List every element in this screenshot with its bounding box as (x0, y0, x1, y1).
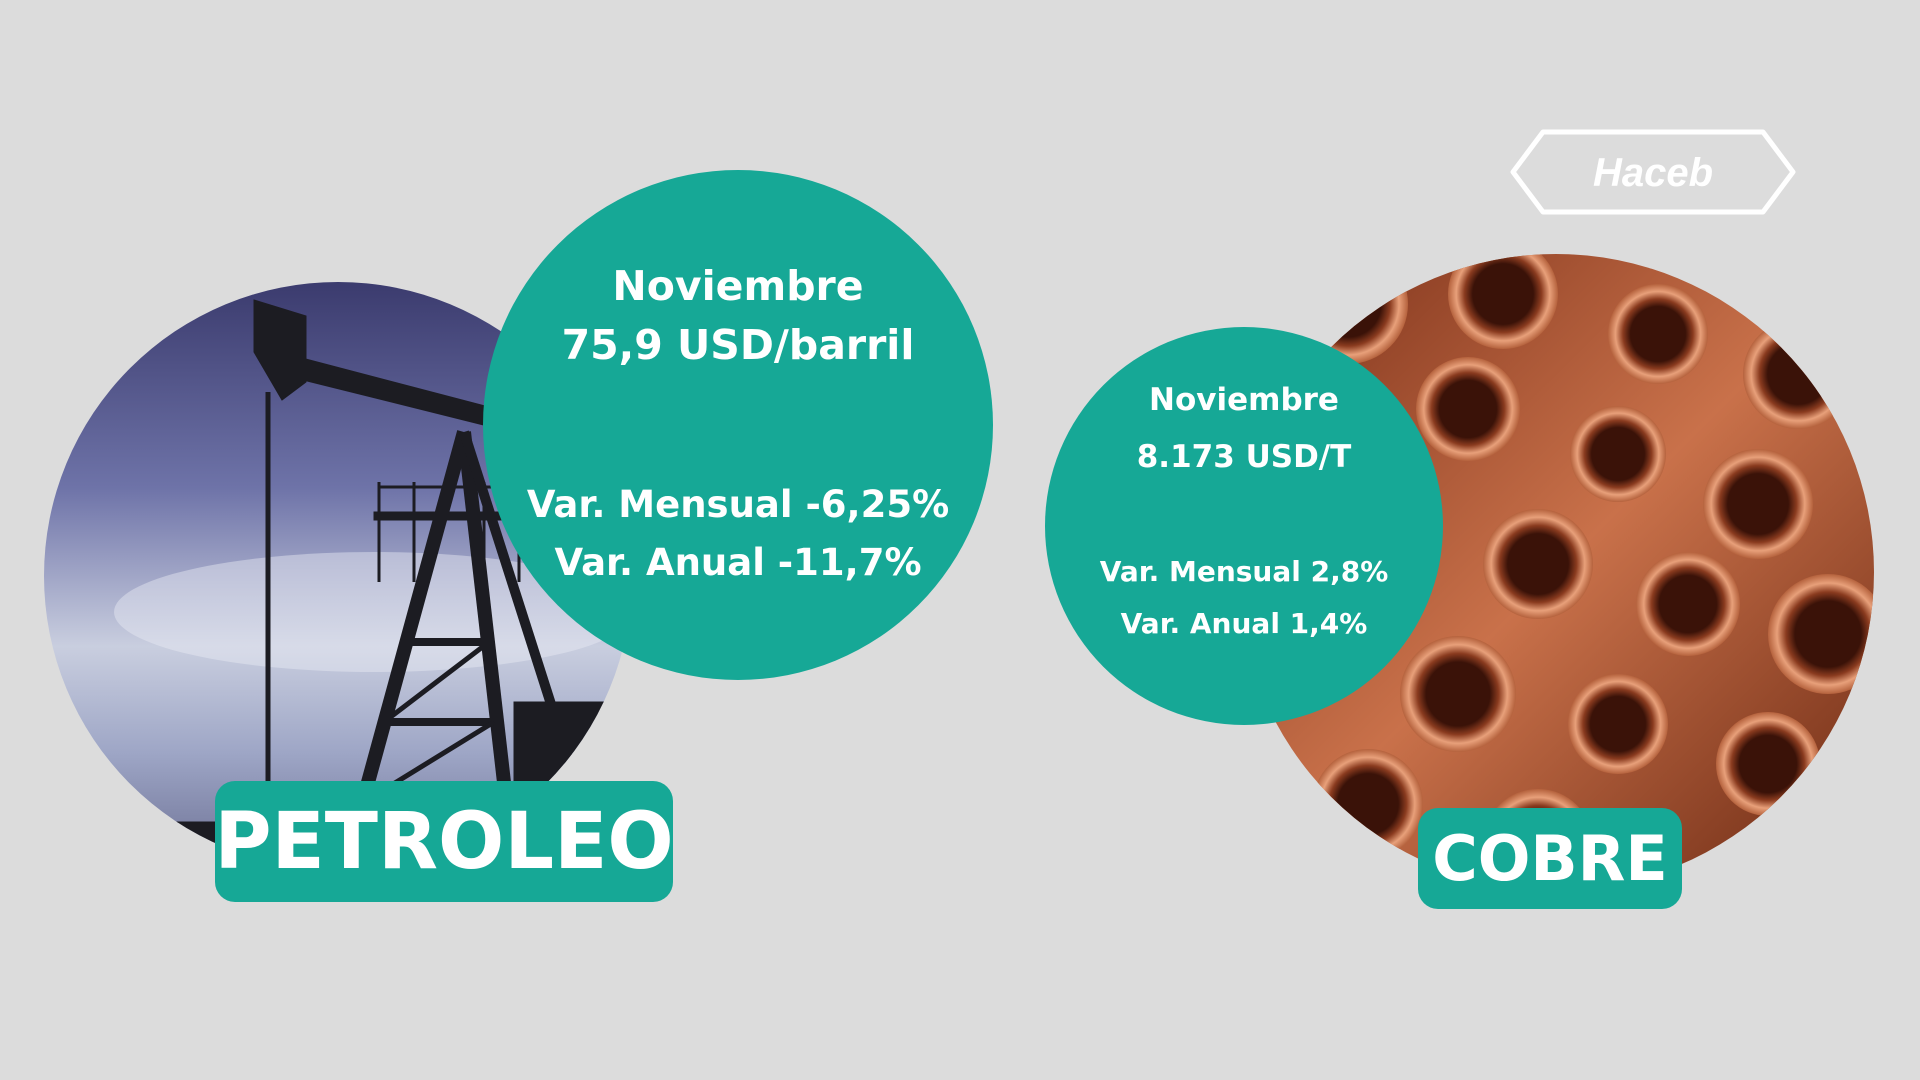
petroleo-month: Noviembre (612, 262, 864, 310)
cobre-price: 8.173 USD/T (1136, 439, 1352, 475)
cobre-var-mensual: Var. Mensual 2,8% (1099, 555, 1389, 588)
cobre-month: Noviembre (1149, 382, 1339, 418)
cobre-label: COBRE (1418, 808, 1682, 909)
petroleo-var-mensual: Var. Mensual -6,25% (526, 483, 950, 526)
petroleo-var-anual: Var. Anual -11,7% (554, 541, 922, 584)
haceb-logo-shape: Haceb (1510, 129, 1796, 215)
haceb-logo: Haceb (1505, 120, 1801, 224)
petroleo-label: PETROLEO (214, 781, 674, 902)
cobre-info-circle: Noviembre 8.173 USD/T Var. Mensual 2,8% … (1045, 327, 1443, 725)
cobre-var-anual: Var. Anual 1,4% (1120, 607, 1368, 640)
petroleo-info-circle: Noviembre 75,9 USD/barril Var. Mensual -… (483, 170, 993, 680)
haceb-logo-text: Haceb (1593, 151, 1713, 195)
petroleo-price: 75,9 USD/barril (561, 321, 915, 369)
